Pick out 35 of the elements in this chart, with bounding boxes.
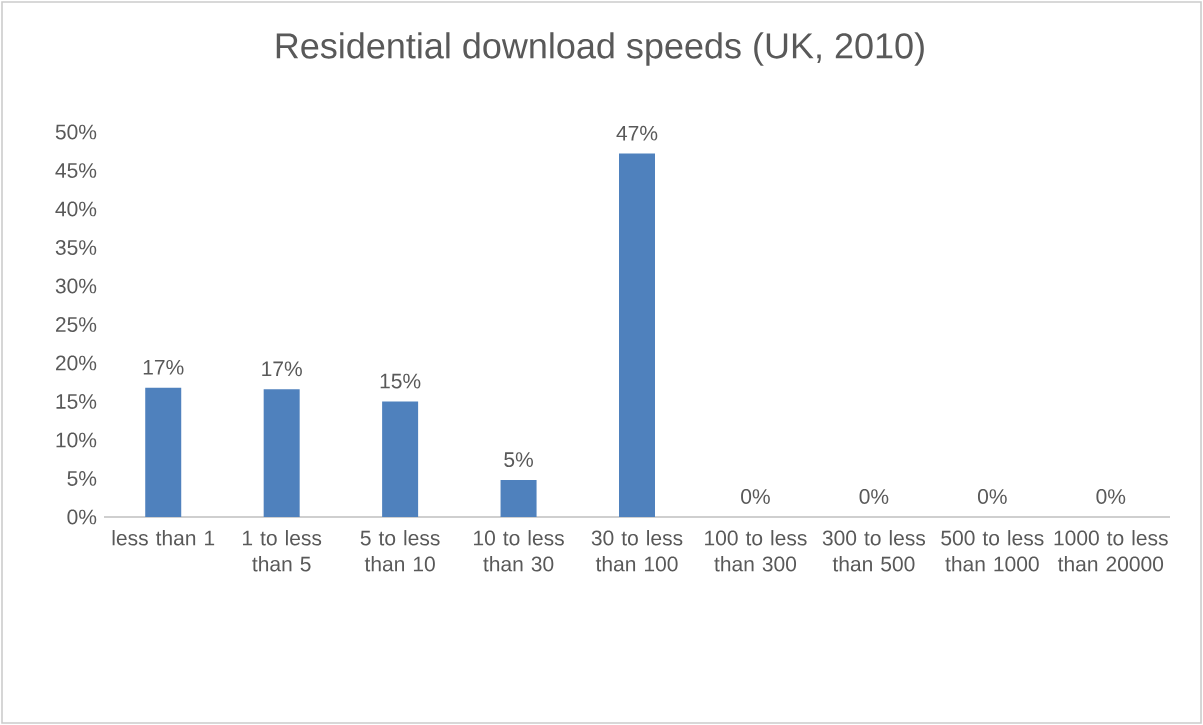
x-tick-label: 5 to less than 10 bbox=[360, 530, 440, 572]
data-label: 0% bbox=[977, 489, 1007, 504]
chart-title: Residential download speeds (UK, 2010) bbox=[276, 32, 924, 66]
y-tick-label: 35% bbox=[55, 240, 97, 255]
y-tick-label: 40% bbox=[55, 201, 97, 217]
data-label: 17% bbox=[143, 359, 184, 375]
y-tick-label: 0% bbox=[67, 509, 97, 525]
y-tick-label: 5% bbox=[67, 471, 97, 486]
data-label: 17% bbox=[262, 361, 302, 377]
x-tick-label: 1000 to less than 20000 bbox=[1054, 530, 1168, 572]
bar bbox=[145, 387, 182, 517]
data-label: 0% bbox=[741, 489, 770, 504]
y-tick-label: 30% bbox=[55, 278, 97, 294]
x-tick-label: 10 to less than 30 bbox=[474, 530, 564, 572]
bar bbox=[382, 401, 419, 517]
bar bbox=[263, 389, 300, 517]
data-label: 0% bbox=[859, 489, 889, 504]
y-tick-label: 45% bbox=[55, 163, 97, 178]
x-tick-label: 30 to less than 100 bbox=[591, 530, 683, 572]
data-label: 0% bbox=[1096, 489, 1126, 504]
y-tick-label: 10% bbox=[56, 432, 97, 448]
bar bbox=[500, 480, 537, 517]
y-tick-label: 50% bbox=[55, 124, 97, 140]
y-tick-label: 20% bbox=[55, 355, 97, 371]
data-label: 47% bbox=[616, 125, 658, 141]
x-tick-label: 100 to less than 300 bbox=[705, 530, 807, 572]
x-tick-label: 500 to less than 1000 bbox=[941, 530, 1044, 572]
data-label: 5% bbox=[504, 452, 533, 468]
bar bbox=[619, 153, 655, 517]
data-label: 15% bbox=[380, 373, 421, 389]
y-tick-label: 15% bbox=[56, 394, 97, 409]
x-tick-label: 1 to less than 5 bbox=[242, 530, 322, 572]
x-tick-label: less than 1 bbox=[112, 530, 215, 546]
y-tick-label: 25% bbox=[55, 317, 97, 332]
x-tick-label: 300 to less than 500 bbox=[822, 530, 926, 572]
